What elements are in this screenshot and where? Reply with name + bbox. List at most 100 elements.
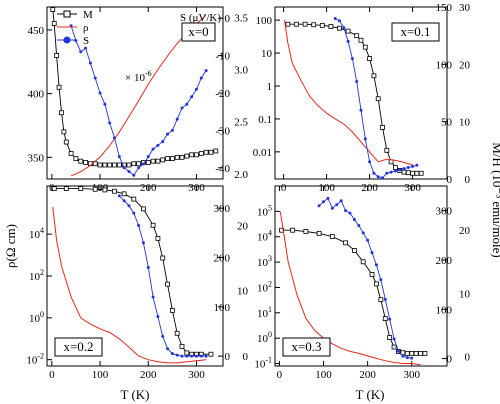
data-point-M	[73, 156, 79, 162]
data-point-M	[83, 160, 88, 165]
data-point-M	[302, 21, 308, 27]
data-point-M	[126, 162, 132, 168]
data-point-M	[184, 153, 190, 159]
data-point-S	[406, 166, 410, 170]
data-point-S	[84, 46, 88, 50]
data-point-M	[410, 170, 416, 176]
series-line-S	[318, 197, 412, 359]
data-point-M	[179, 343, 185, 349]
data-point-S	[381, 176, 384, 180]
data-point-S	[175, 353, 179, 357]
x-tick-label: 300	[188, 369, 205, 381]
y-mid-tick-label: 0	[447, 174, 453, 186]
data-point-S	[342, 26, 346, 30]
data-point-S	[127, 170, 131, 174]
data-point-S	[402, 167, 406, 171]
x-tick-label: 100	[92, 369, 109, 381]
legend-entry-rho: ρ	[57, 22, 89, 34]
secondary-axis-title: S (μV/K)	[180, 12, 221, 24]
data-point-S	[415, 163, 419, 167]
y-right-tick-label: 10	[237, 286, 249, 298]
data-point-S	[88, 61, 92, 65]
data-point-S	[199, 76, 203, 80]
y-left-tick-label: 104	[257, 229, 272, 244]
scale-factor-label: × 10-6	[125, 69, 152, 84]
data-point-M	[392, 165, 398, 170]
data-point-S	[374, 263, 378, 267]
x-tick-label: 0	[277, 369, 283, 381]
x-tick-label: 100	[315, 369, 332, 381]
x-tick-label: 300	[403, 369, 420, 381]
y-left-tick-label: 450	[28, 25, 45, 37]
data-point-S	[180, 106, 184, 110]
data-point-M	[285, 21, 291, 27]
y-axis-label-left: ρ(Ω cm)	[3, 224, 18, 268]
data-point-S	[361, 231, 365, 235]
y-mid-tick-label: 200	[214, 253, 231, 265]
data-point-M	[78, 186, 84, 192]
data-point-M	[51, 186, 57, 192]
y-mid-tick-label: 50	[441, 117, 453, 129]
data-point-M	[136, 161, 142, 167]
data-point-M	[131, 196, 137, 202]
data-point-S	[368, 160, 372, 164]
data-point-M	[369, 272, 375, 277]
y-left-tick-label: 0.1	[258, 114, 272, 126]
data-point-S	[117, 194, 121, 198]
data-point-S	[93, 76, 97, 80]
panel-x0: 0100200300350400450-40-30-20-1002.02.53.…	[28, 6, 249, 194]
data-point-M	[294, 21, 299, 27]
y-left-tick-label: 10-1	[254, 356, 272, 371]
data-point-M	[391, 344, 397, 350]
y-left-tick-label: 102	[257, 279, 272, 294]
y-left-tick-label: 10-2	[26, 352, 44, 367]
data-point-S	[108, 121, 112, 125]
y-mid-tick-label: -40	[215, 163, 230, 175]
legend-entry-S: S	[57, 35, 89, 47]
data-point-S	[359, 108, 363, 112]
data-point-S	[389, 170, 393, 174]
data-point-M	[61, 129, 67, 135]
data-point-S	[393, 169, 397, 173]
y-right-tick-label: 20	[459, 225, 471, 237]
data-point-M	[56, 84, 62, 90]
x-tick-label: 0	[281, 182, 287, 194]
data-point-M	[316, 230, 322, 236]
data-point-M	[290, 227, 296, 233]
data-point-S	[190, 354, 194, 358]
data-point-S	[194, 354, 198, 358]
data-point-S	[350, 57, 354, 61]
data-point-S	[405, 356, 409, 360]
x-tick-label: 200	[359, 369, 376, 381]
y-right-tick-label: 2.5	[234, 117, 248, 129]
data-point-M	[375, 96, 381, 102]
data-point-S	[127, 204, 131, 208]
data-point-M	[328, 24, 334, 29]
data-point-S	[141, 241, 145, 245]
chart-panels: 0100200300350400450-40-30-20-1002.02.53.…	[26, 2, 470, 381]
x-tick-label: 200	[140, 369, 157, 381]
y-right-tick-label: 2.0	[234, 169, 248, 181]
data-point-M	[102, 187, 108, 193]
data-point-M	[150, 222, 156, 228]
x-tick-label: 0	[49, 369, 55, 381]
data-point-M	[208, 149, 214, 155]
data-point-M	[203, 149, 209, 155]
data-point-M	[351, 248, 357, 253]
data-point-M	[387, 335, 393, 340]
data-point-M	[112, 188, 117, 194]
data-point-S	[383, 297, 387, 301]
y-right-tick-label: 0	[243, 351, 249, 363]
data-point-S	[156, 143, 160, 147]
legend-label: ρ	[83, 22, 89, 34]
x-tick-label: 100	[318, 182, 335, 194]
data-point-S	[366, 238, 370, 242]
data-point-M	[414, 170, 420, 176]
y-left-tick-label: 104	[29, 226, 44, 241]
data-point-S	[355, 80, 359, 84]
data-point-M	[378, 297, 384, 303]
panel-x03: 0 100 200 30010-110010110210310410501002003…	[254, 185, 471, 381]
data-point-S	[392, 337, 396, 341]
y-right-tick-label: 3.0	[234, 65, 248, 77]
